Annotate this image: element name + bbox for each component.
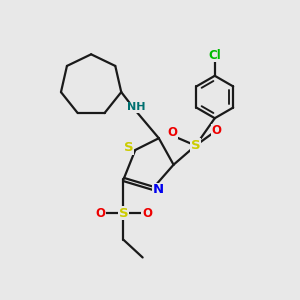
Text: N: N: [153, 183, 164, 196]
Text: O: O: [167, 126, 177, 139]
Text: NH: NH: [128, 102, 146, 112]
Text: S: S: [124, 141, 134, 154]
Text: S: S: [119, 207, 128, 220]
Text: Cl: Cl: [208, 49, 221, 62]
Text: O: O: [211, 124, 221, 137]
Text: O: O: [95, 207, 105, 220]
Text: O: O: [142, 207, 152, 220]
Text: S: S: [191, 139, 200, 152]
